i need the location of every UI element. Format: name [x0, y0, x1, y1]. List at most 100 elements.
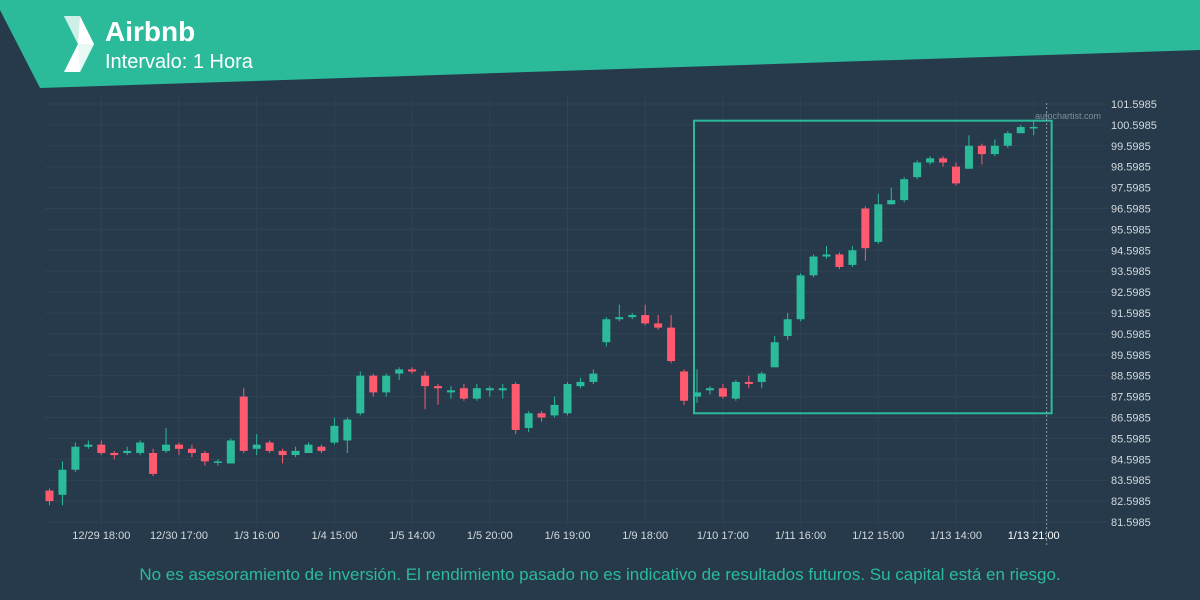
- watermark-text: autochartist.com: [1035, 111, 1101, 121]
- x-tick-label: 1/10 17:00: [697, 530, 749, 542]
- candle-body: [926, 158, 935, 163]
- candle-body: [654, 323, 663, 328]
- candle-body: [563, 384, 572, 414]
- candle-body: [459, 388, 468, 399]
- app-title: Airbnb: [105, 16, 196, 47]
- x-axis-labels: 12/29 18:00 12/30 17:00 1/3 16:00 1/4 15:00…: [72, 530, 1059, 542]
- candles: [45, 120, 1038, 506]
- candle-body: [835, 254, 844, 267]
- candle-body: [900, 179, 909, 201]
- candle-body: [278, 450, 287, 456]
- candle-body: [136, 442, 145, 453]
- candle-body: [395, 369, 404, 374]
- candle-body: [977, 145, 986, 155]
- candle-body: [667, 327, 676, 362]
- x-tick-label: 1/6 19:00: [545, 530, 591, 542]
- y-tick-label: 101.5985: [1111, 99, 1157, 111]
- candle-body: [990, 145, 999, 155]
- y-tick-label: 83.5985: [1111, 475, 1151, 487]
- candle-body: [149, 452, 158, 474]
- candle-body: [239, 396, 248, 451]
- candle-body: [628, 315, 637, 318]
- interval-label: Intervalo: 1 Hora: [105, 51, 253, 73]
- candle-body: [265, 442, 274, 451]
- y-tick-label: 89.5985: [1111, 350, 1151, 362]
- candle-body: [1003, 133, 1012, 146]
- y-tick-label: 90.5985: [1111, 329, 1151, 341]
- x-tick-label: 1/4 15:00: [311, 530, 357, 542]
- footer-disclaimer: No es asesoramiento de inversión. El ren…: [139, 565, 1061, 584]
- candle-body: [952, 166, 960, 184]
- y-axis-labels: 101.5985 100.5985 99.5985 98.5985 97.5985 96.…: [1111, 99, 1157, 529]
- y-tick-label: 91.5985: [1111, 308, 1151, 320]
- candle-body: [226, 440, 235, 464]
- pattern-box: [693, 119, 1053, 415]
- candle-body: [162, 444, 171, 451]
- x-tick-label: 1/9 18:00: [622, 530, 668, 542]
- y-tick-label: 94.5985: [1111, 245, 1151, 257]
- y-tick-label: 88.5985: [1111, 371, 1151, 383]
- x-tick-label: 12/29 18:00: [72, 530, 130, 542]
- candle-body: [939, 158, 948, 163]
- candle-body: [71, 446, 80, 470]
- y-tick-label: 95.5985: [1111, 224, 1151, 236]
- candle-body: [123, 450, 132, 453]
- candle-body: [382, 375, 391, 393]
- x-tick-label: 1/13 21:00: [1008, 530, 1060, 542]
- y-tick-label: 99.5985: [1111, 141, 1151, 153]
- candle-body: [369, 375, 378, 393]
- candle-body: [874, 204, 883, 242]
- candle-body: [330, 425, 339, 443]
- y-tick-label: 98.5985: [1111, 162, 1151, 174]
- candle-body: [434, 386, 442, 389]
- y-tick-label: 85.5985: [1111, 433, 1151, 445]
- candle-body: [356, 375, 365, 414]
- candle-body: [58, 469, 67, 495]
- candle-body: [602, 319, 611, 343]
- candle-body: [45, 490, 54, 502]
- candle-body: [796, 275, 805, 320]
- candle-body: [472, 388, 481, 399]
- candle-body: [809, 256, 818, 276]
- y-tick-label: 82.5985: [1111, 496, 1151, 508]
- candle-body: [848, 250, 857, 265]
- x-tick-label: 1/12 15:00: [852, 530, 904, 542]
- candle-body: [744, 381, 753, 385]
- candle-body: [783, 319, 792, 336]
- candle-body: [97, 444, 106, 453]
- candle-body: [291, 450, 300, 456]
- candle-body: [187, 448, 196, 453]
- y-tick-label: 84.5985: [1111, 454, 1151, 466]
- candle-body: [1016, 126, 1025, 134]
- x-tick-label: 12/30 17:00: [150, 530, 208, 542]
- header-banner: [0, 0, 1200, 88]
- candle-body: [693, 392, 701, 397]
- y-tick-label: 100.5985: [1111, 120, 1157, 132]
- y-tick-label: 93.5985: [1111, 266, 1151, 278]
- candle-body: [576, 381, 585, 387]
- y-tick-label: 81.5985: [1111, 517, 1151, 529]
- candle-body: [770, 342, 779, 368]
- y-tick-label: 96.5985: [1111, 204, 1151, 216]
- candle-body: [589, 373, 598, 382]
- candle-body: [175, 444, 183, 449]
- candle-body: [511, 384, 520, 431]
- candle-body: [705, 388, 714, 391]
- y-tick-label: 87.5985: [1111, 392, 1151, 404]
- candle-body: [964, 145, 973, 169]
- brand-logo-icon: [64, 16, 94, 72]
- pattern-overlay: [693, 103, 1053, 545]
- y-tick-label: 97.5985: [1111, 183, 1151, 195]
- candle-body: [615, 317, 624, 320]
- candle-body: [446, 390, 455, 393]
- candle-body: [550, 404, 559, 416]
- candle-body: [200, 452, 209, 462]
- candle-body: [317, 446, 326, 451]
- candle-body: [680, 371, 689, 401]
- candle-body: [887, 200, 896, 205]
- candle-body: [498, 388, 507, 391]
- candle-body: [343, 419, 352, 441]
- header-banner-shape: [0, 0, 1200, 88]
- candle-body: [718, 388, 727, 397]
- price-chart: 101.5985 100.5985 99.5985 98.5985 97.5985 96.…: [45, 99, 1157, 545]
